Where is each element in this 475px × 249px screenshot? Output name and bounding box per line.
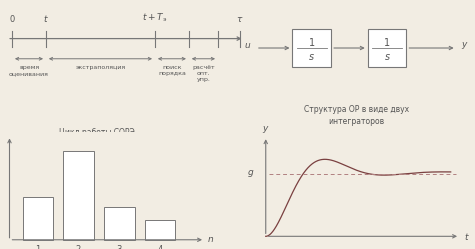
Text: $t$: $t$ (43, 13, 49, 24)
Bar (145, 220, 175, 240)
Text: экстраполяция: экстраполяция (76, 65, 125, 70)
Text: $g$: $g$ (247, 168, 255, 179)
Text: 1: 1 (384, 38, 390, 48)
Bar (64, 151, 94, 240)
Text: $t + T_{\mathregular{э}}$: $t + T_{\mathregular{э}}$ (142, 11, 168, 24)
Text: $t$: $t$ (464, 231, 469, 242)
Text: $u$: $u$ (244, 41, 251, 50)
Text: поиск
порядка: поиск порядка (158, 65, 186, 76)
Bar (23, 197, 53, 240)
Bar (104, 207, 135, 240)
Text: время
оценивания: время оценивания (9, 65, 49, 76)
Text: 1: 1 (309, 38, 315, 48)
Text: $s$: $s$ (384, 53, 390, 62)
Text: $y$: $y$ (461, 40, 469, 51)
Text: $y$: $y$ (262, 124, 270, 134)
Text: 0: 0 (10, 15, 15, 24)
Text: расчёт
опт.
упр.: расчёт опт. упр. (192, 65, 215, 82)
Bar (368, 29, 407, 67)
Text: $n$: $n$ (207, 235, 214, 244)
Text: Структура ОР в виде двух
интеграторов: Структура ОР в виде двух интеграторов (304, 105, 409, 126)
Text: $\tau$: $\tau$ (236, 15, 244, 24)
Bar (293, 29, 331, 67)
Text: $s$: $s$ (308, 53, 315, 62)
Text: Цикл работы СОРЭ: Цикл работы СОРЭ (59, 128, 135, 137)
